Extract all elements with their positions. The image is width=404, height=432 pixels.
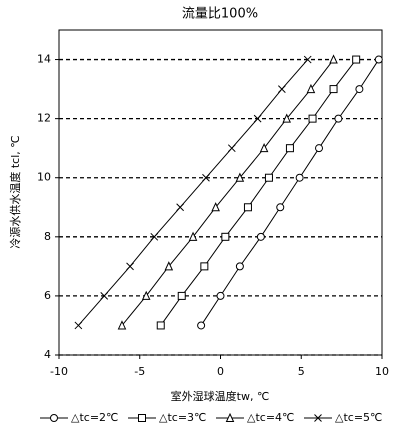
x-tick-label: -5 — [134, 365, 145, 378]
series-line — [200, 59, 380, 326]
marker — [211, 202, 220, 212]
legend-label: △tc=2℃ — [71, 411, 118, 424]
marker — [259, 142, 269, 153]
marker — [126, 262, 134, 271]
marker — [235, 172, 245, 182]
y-tick-label: 8 — [44, 230, 51, 243]
y-tick-label: 4 — [44, 348, 51, 361]
marker — [74, 321, 83, 330]
x-tick-label: 10 — [375, 365, 389, 378]
marker — [295, 173, 304, 182]
series-line — [121, 59, 334, 326]
marker — [188, 231, 198, 241]
plot-frame — [58, 29, 383, 356]
marker — [315, 144, 324, 153]
marker — [138, 414, 146, 422]
marker — [306, 83, 316, 94]
marker — [164, 261, 174, 271]
y-tick-label: 14 — [37, 53, 51, 66]
x-tick-label: -10 — [50, 365, 68, 378]
marker — [150, 232, 159, 241]
marker — [227, 144, 236, 153]
series-line — [160, 59, 357, 326]
marker — [100, 292, 109, 300]
y-tick-label: 10 — [37, 171, 51, 184]
legend-label: △tc=5℃ — [335, 411, 382, 424]
marker — [329, 54, 338, 64]
marker — [276, 203, 285, 212]
marker — [141, 290, 151, 300]
marker — [256, 232, 265, 241]
legend-label: △tc=4℃ — [247, 411, 294, 424]
series-line — [78, 59, 309, 326]
marker — [278, 85, 286, 93]
x-tick-label: 0 — [217, 365, 224, 378]
chart-title: 流量比100% — [182, 7, 258, 22]
x-tick-label: 5 — [298, 365, 305, 378]
marker — [282, 113, 292, 123]
marker — [202, 173, 210, 182]
marker — [216, 291, 225, 300]
marker — [221, 232, 230, 241]
y-tick-label: 6 — [44, 289, 51, 302]
marker — [374, 55, 383, 64]
x-axis-label: 室外湿球温度tw, ℃ — [171, 389, 270, 403]
marker — [235, 262, 244, 271]
marker — [264, 173, 273, 182]
marker — [355, 85, 364, 94]
legend-label: △tc=3℃ — [159, 411, 206, 424]
marker — [285, 144, 294, 153]
marker — [225, 412, 235, 422]
marker — [117, 320, 127, 330]
marker — [176, 203, 184, 212]
marker — [243, 203, 252, 212]
marker — [314, 414, 322, 422]
marker — [303, 55, 312, 64]
marker — [200, 262, 209, 271]
marker — [329, 85, 338, 94]
marker — [334, 114, 343, 123]
marker — [156, 321, 165, 330]
marker — [50, 414, 58, 422]
marker — [253, 114, 262, 123]
marker — [197, 321, 206, 330]
marker — [308, 114, 317, 123]
y-tick-label: 12 — [37, 112, 51, 125]
marker — [177, 291, 186, 300]
y-axis-label: 冷源水供水温度 tcl, ℃ — [8, 135, 22, 248]
marker — [352, 55, 361, 64]
